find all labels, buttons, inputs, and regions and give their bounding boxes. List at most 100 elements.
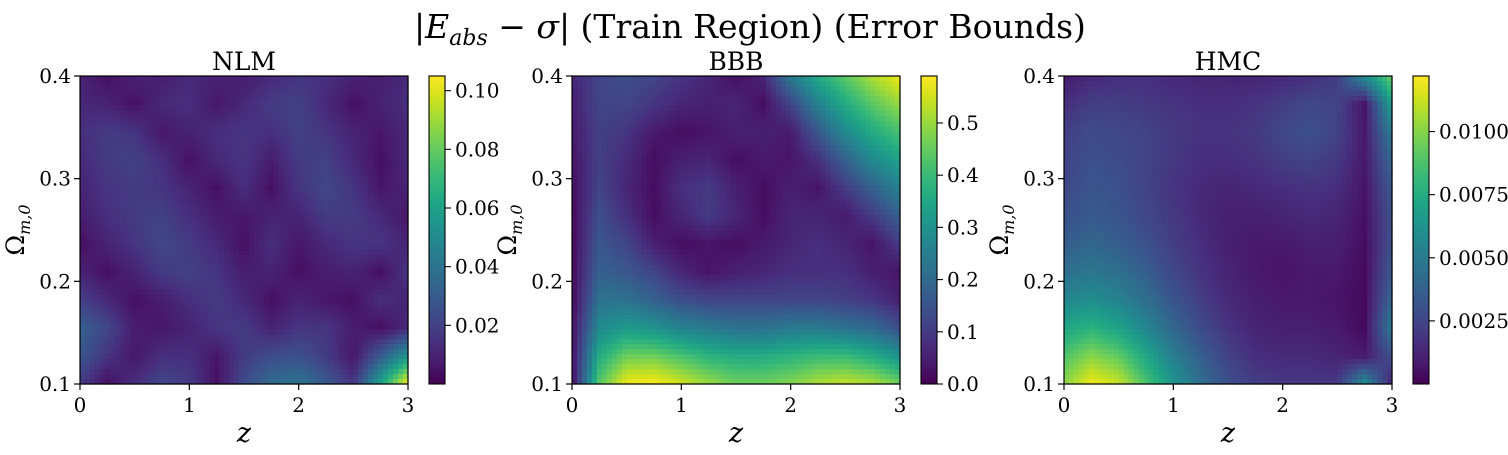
heatmap-cell xyxy=(104,150,111,157)
heatmap-cell xyxy=(323,110,330,117)
heatmap-cell xyxy=(293,374,300,380)
heatmap-cell xyxy=(149,140,156,147)
heatmap-cell xyxy=(199,344,205,350)
heatmap-cell xyxy=(293,195,300,201)
heatmap-cell xyxy=(209,155,215,162)
heatmap-cell xyxy=(258,284,265,291)
heatmap-cell xyxy=(318,314,325,321)
heatmap-cell xyxy=(303,95,310,102)
heatmap-cell xyxy=(373,125,379,132)
heatmap-cell xyxy=(348,185,354,191)
heatmap-cell xyxy=(268,359,275,365)
heatmap-cell xyxy=(248,220,255,226)
heatmap-cell xyxy=(219,155,225,162)
heatmap-cell xyxy=(114,195,121,201)
heatmap-cell xyxy=(263,175,270,181)
heatmap-cell xyxy=(283,200,290,206)
heatmap-cell xyxy=(129,254,136,261)
heatmap-cell xyxy=(189,76,195,82)
heatmap-cell xyxy=(263,195,270,201)
heatmap-cell xyxy=(209,374,215,380)
heatmap-cell xyxy=(273,234,280,241)
heatmap-cell xyxy=(333,175,340,181)
heatmap-cell xyxy=(204,259,210,266)
heatmap-cell xyxy=(338,299,344,306)
heatmap-cell xyxy=(214,195,220,201)
heatmap-cell xyxy=(353,195,359,201)
heatmap-cell xyxy=(263,259,270,266)
heatmap-cell xyxy=(154,175,161,181)
heatmap-cell xyxy=(318,210,325,216)
heatmap-cell xyxy=(855,130,861,137)
heatmap-cell xyxy=(333,140,340,147)
heatmap-cell xyxy=(159,239,166,246)
heatmap-cell xyxy=(164,185,171,191)
heatmap-cell xyxy=(253,210,260,216)
heatmap-cell xyxy=(273,130,280,137)
heatmap-cell xyxy=(224,80,230,87)
heatmap-cell xyxy=(815,100,822,107)
heatmap-cell xyxy=(263,215,270,221)
heatmap-cell xyxy=(706,90,712,97)
heatmap-cell xyxy=(303,135,310,142)
heatmap-cell xyxy=(358,130,364,137)
heatmap-cell xyxy=(129,249,136,256)
heatmap-cell xyxy=(109,100,116,107)
heatmap-cell xyxy=(780,130,787,137)
heatmap-cell xyxy=(164,364,171,370)
heatmap-cell xyxy=(244,110,250,117)
heatmap-cell xyxy=(124,105,131,112)
heatmap-cell xyxy=(790,110,797,117)
heatmap-cell xyxy=(234,80,240,87)
heatmap-cell xyxy=(99,210,106,216)
heatmap-cell xyxy=(373,200,379,206)
heatmap-cell xyxy=(224,329,230,335)
heatmap-cell xyxy=(398,125,404,132)
heatmap-cell xyxy=(114,334,121,340)
heatmap-cell xyxy=(313,155,320,162)
heatmap-cell xyxy=(860,115,866,122)
heatmap-cell xyxy=(333,234,340,241)
heatmap-cell xyxy=(293,334,300,340)
heatmap-cell xyxy=(139,299,146,306)
heatmap-cell xyxy=(244,289,250,296)
heatmap-cell xyxy=(333,329,340,335)
heatmap-cell xyxy=(199,145,205,152)
heatmap-cell xyxy=(383,90,389,97)
heatmap-cell xyxy=(328,220,335,226)
heatmap-cell xyxy=(139,160,146,167)
heatmap-cell xyxy=(268,294,275,301)
heatmap-cell xyxy=(164,76,171,82)
heatmap-cell xyxy=(129,145,136,152)
heatmap-cell xyxy=(338,170,344,176)
heatmap-cell xyxy=(393,264,399,271)
heatmap-cell xyxy=(134,115,141,122)
heatmap-cell xyxy=(890,125,896,132)
heatmap-cell xyxy=(214,150,220,157)
heatmap-cell xyxy=(94,299,101,306)
heatmap-cell xyxy=(328,76,335,82)
heatmap-cell xyxy=(785,110,792,117)
heatmap-cell xyxy=(363,185,369,191)
heatmap-cell xyxy=(194,125,200,132)
heatmap-cell xyxy=(94,344,101,350)
heatmap-cell xyxy=(139,324,146,330)
heatmap-cell xyxy=(268,304,275,311)
heatmap-cell xyxy=(80,269,86,276)
heatmap-cell xyxy=(89,175,96,181)
heatmap-cell xyxy=(373,279,379,286)
heatmap-cell xyxy=(199,244,205,251)
heatmap-cell xyxy=(154,95,161,102)
heatmap-cell xyxy=(229,110,235,117)
heatmap-cell xyxy=(890,135,896,142)
heatmap-cell xyxy=(706,130,712,137)
heatmap-cell xyxy=(94,259,101,266)
heatmap-cell xyxy=(328,110,335,117)
heatmap-cell xyxy=(740,120,747,127)
heatmap-cell xyxy=(234,359,240,365)
heatmap-cell xyxy=(253,110,260,117)
heatmap-cell xyxy=(328,205,335,211)
heatmap-cell xyxy=(169,269,176,276)
heatmap-cell xyxy=(343,339,349,345)
heatmap-cell xyxy=(740,100,747,107)
